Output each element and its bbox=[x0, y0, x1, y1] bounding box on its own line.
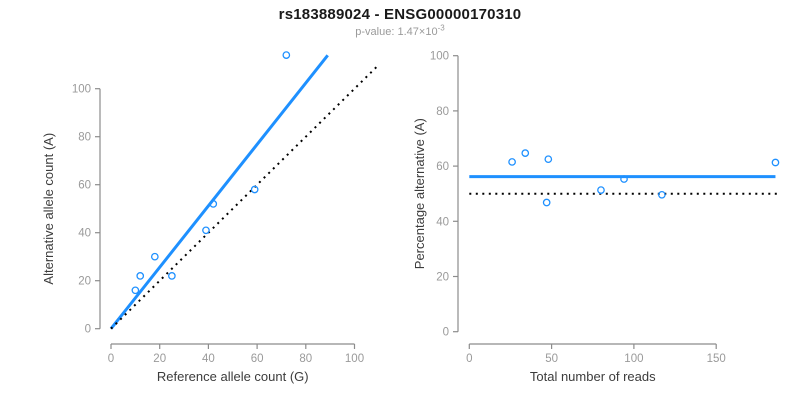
right-data-point bbox=[597, 186, 605, 194]
right-x-tick-label: 0 bbox=[466, 353, 472, 365]
left-data-point bbox=[136, 272, 145, 280]
p-value-label: p-value: bbox=[355, 26, 398, 38]
left-data-point bbox=[282, 51, 291, 59]
p-value-times-ten: ×10 bbox=[418, 26, 438, 38]
left-data-point bbox=[209, 200, 218, 208]
left-x-axis-title: Reference allele count (G) bbox=[157, 369, 309, 384]
right-y-axis-title: Percentage alternative (A) bbox=[412, 118, 427, 269]
right-y-tick-label: 0 bbox=[443, 327, 449, 339]
left-fit-line bbox=[109, 54, 329, 330]
right-data-point bbox=[508, 158, 516, 166]
p-value-mantissa: 1.47 bbox=[397, 26, 419, 38]
right-data-point bbox=[542, 198, 551, 207]
right-data-point bbox=[544, 155, 553, 164]
left-x-tick-label: 100 bbox=[345, 353, 364, 365]
right-x-axis-title: Total number of reads bbox=[530, 369, 656, 384]
right-x-tick-label: 100 bbox=[624, 353, 643, 365]
right-y-tick-label: 60 bbox=[436, 161, 449, 173]
right-x-tick-label: 50 bbox=[545, 353, 558, 365]
left-x-tick-label: 20 bbox=[153, 353, 166, 365]
right-y-tick-label: 100 bbox=[430, 51, 449, 63]
left-y-tick-label: 0 bbox=[85, 324, 91, 336]
left-x-tick-label: 60 bbox=[251, 353, 264, 365]
left-data-point bbox=[150, 252, 159, 261]
left-y-tick-label: 20 bbox=[78, 276, 91, 288]
right-x-tick-label: 150 bbox=[707, 353, 726, 365]
left-y-tick-label: 40 bbox=[78, 228, 91, 240]
right-y-tick-label: 80 bbox=[436, 106, 449, 118]
right-y-tick-label: 40 bbox=[436, 216, 449, 228]
left-data-point bbox=[250, 185, 259, 194]
left-y-tick-label: 100 bbox=[72, 84, 91, 96]
left-identity-line bbox=[110, 63, 380, 330]
right-data-point bbox=[771, 158, 780, 167]
left-y-tick-label: 80 bbox=[78, 132, 91, 144]
right-y-tick-label: 20 bbox=[436, 272, 449, 284]
figure-subtitle: p-value: 1.47×10-3 bbox=[0, 23, 800, 38]
left-x-tick-label: 40 bbox=[202, 353, 215, 365]
left-y-axis-title: Alternative allele count (A) bbox=[41, 133, 56, 285]
left-data-point bbox=[202, 226, 210, 235]
left-data-point bbox=[168, 272, 176, 280]
figure-title: rs183889024 - ENSG00000170310 bbox=[278, 6, 522, 23]
right-data-point bbox=[620, 175, 628, 183]
right-data-point bbox=[521, 149, 530, 157]
p-value-exponent: -3 bbox=[437, 23, 445, 33]
left-y-tick-label: 60 bbox=[78, 180, 91, 192]
left-x-tick-label: 80 bbox=[299, 353, 312, 365]
left-data-point bbox=[131, 286, 140, 295]
right-data-point bbox=[658, 190, 666, 199]
left-x-tick-label: 0 bbox=[108, 353, 114, 365]
